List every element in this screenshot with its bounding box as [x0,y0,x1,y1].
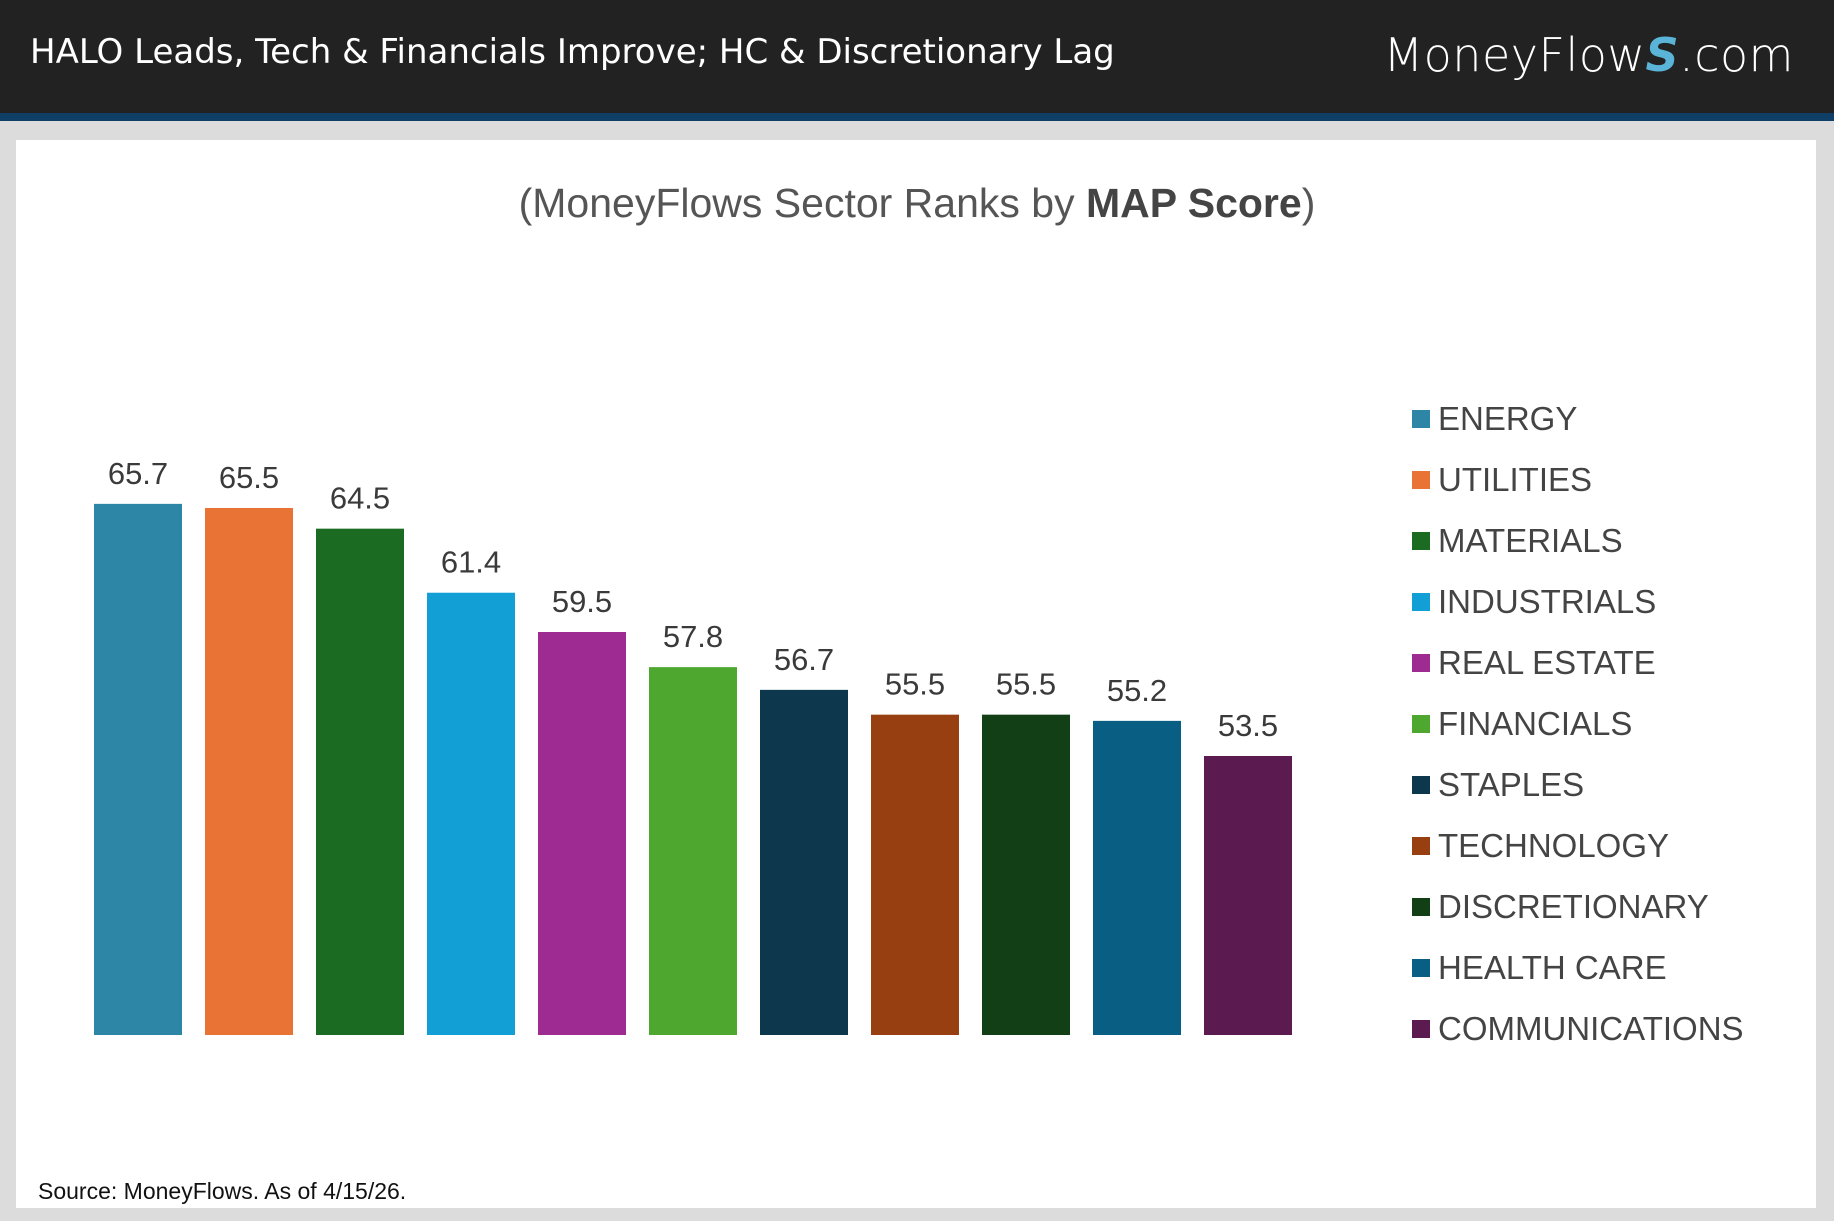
data-label: 57.8 [663,619,723,654]
bar-materials [316,528,404,1035]
legend-swatch [1412,470,1430,489]
data-label: 59.5 [552,584,612,619]
legend-label: INDUSTRIALS [1438,582,1657,620]
legend-swatch [1412,592,1430,611]
legend-swatch [1412,958,1430,977]
legend-item: INDUSTRIALS [1412,571,1744,632]
bar-technology [871,714,959,1035]
data-label: 65.5 [219,460,279,495]
header-bar: HALO Leads, Tech & Financials Improve; H… [0,0,1834,113]
legend-label: HEALTH CARE [1438,948,1667,986]
legend-item: DISCRETIONARY [1412,876,1744,937]
legend-label: FINANCIALS [1438,704,1633,742]
legend-swatch [1412,409,1430,428]
bar-health-care [1093,720,1181,1035]
legend-label: UTILITIES [1438,460,1593,498]
data-label: 55.2 [1107,673,1167,708]
legend-swatch [1412,653,1430,672]
bar-real-estate [538,632,626,1035]
legend: ENERGY UTILITIES MATERIALS INDUSTRIALS REAL … [1412,388,1744,1059]
bar-industrials [427,592,515,1035]
legend-swatch [1412,836,1430,855]
legend-item: TECHNOLOGY [1412,815,1744,876]
bar-communications [1204,756,1292,1035]
data-label: 61.4 [441,545,501,580]
legend-item: UTILITIES [1412,449,1744,510]
legend-item: MATERIALS [1412,510,1744,571]
legend-label: COMMUNICATIONS [1438,1009,1744,1047]
legend-swatch [1412,1019,1430,1038]
source-note: Source: MoneyFlows. As of 4/15/26. [38,1178,407,1204]
bar-discretionary [982,714,1070,1035]
legend-item: STAPLES [1412,754,1744,815]
legend-item: REAL ESTATE [1412,632,1744,693]
data-label: 53.5 [1218,708,1278,743]
data-label: 55.5 [996,667,1056,702]
legend-label: REAL ESTATE [1438,643,1656,681]
legend-item: HEALTH CARE [1412,937,1744,998]
legend-item: COMMUNICATIONS [1412,998,1744,1059]
bar-staples [760,689,848,1035]
legend-swatch [1412,531,1430,550]
legend-swatch [1412,714,1430,733]
data-label: 65.7 [108,456,168,491]
data-label: 55.5 [885,667,945,702]
bar-utilities [205,508,293,1035]
bar-financials [649,667,737,1035]
legend-label: STAPLES [1438,765,1585,803]
legend-label: ENERGY [1438,399,1578,437]
chart-title: (MoneyFlows Sector Ranks by MAP Score) [518,180,1316,226]
data-label: 64.5 [330,481,390,516]
bar-energy [94,503,182,1035]
legend-item: ENERGY [1412,388,1744,449]
moneyflows-logo: MoneyFlowS.com [1383,28,1794,82]
data-label: 56.7 [774,642,834,677]
legend-label: DISCRETIONARY [1438,887,1709,925]
legend-swatch [1412,775,1430,794]
legend-label: MATERIALS [1438,521,1623,559]
legend-swatch [1412,897,1430,916]
legend-item: FINANCIALS [1412,693,1744,754]
header-accent-strip [0,113,1834,121]
header-title: HALO Leads, Tech & Financials Improve; H… [30,32,1115,72]
legend-label: TECHNOLOGY [1438,826,1670,864]
